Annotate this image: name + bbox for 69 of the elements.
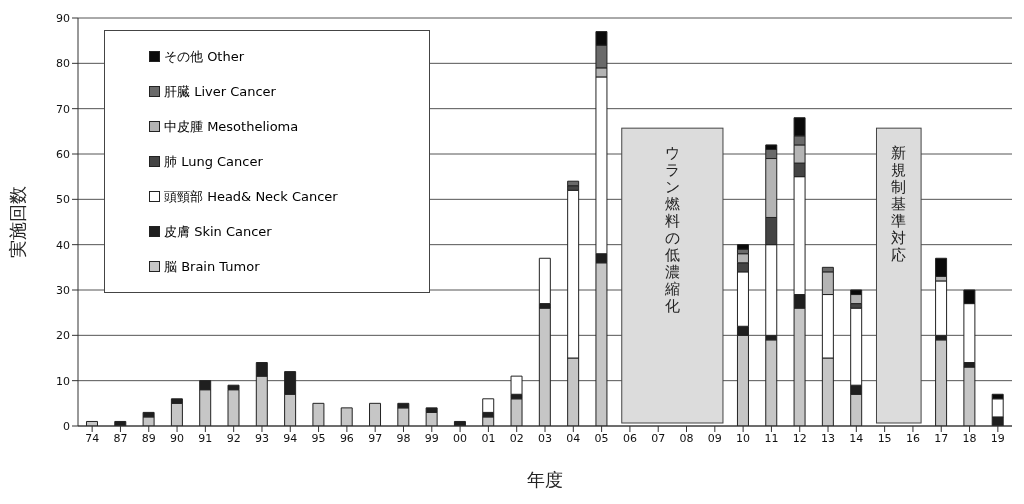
x-tick-label: 74 [85, 431, 100, 445]
y-tick-label: 20 [56, 329, 70, 343]
x-tick-label: 10 [736, 431, 751, 445]
x-tick-label: 94 [283, 431, 298, 445]
bar [736, 244, 749, 250]
x-tick-label: 15 [877, 431, 892, 445]
legend-label: 肺 Lung Cancer [164, 152, 263, 171]
x-tick-label: 89 [141, 431, 156, 445]
x-tick-label: 12 [792, 431, 807, 445]
x-tick-label: 11 [764, 431, 779, 445]
x-tick-label: 06 [622, 431, 637, 445]
legend-label: 頭頸部 Head& Neck Cancer [164, 187, 338, 206]
bar [538, 307, 551, 426]
text: ウラン燃料の低濃縮化 [664, 144, 680, 316]
x-tick-label: 18 [962, 431, 977, 445]
bar [425, 411, 438, 426]
y-tick-label: 40 [56, 238, 70, 252]
y-tick-label: 80 [56, 57, 70, 71]
x-tick-label: 17 [934, 431, 949, 445]
x-tick-label: 95 [311, 431, 326, 445]
band-label: 新規制基準対応 [891, 144, 907, 265]
x-tick-label: 91 [198, 431, 213, 445]
legend-label: 皮膚 Skin Cancer [164, 222, 272, 241]
x-tick-label: 04 [566, 431, 581, 445]
y-tick-label: 50 [56, 193, 70, 207]
x-tick-label: 16 [905, 431, 920, 445]
x-tick-label: 05 [594, 431, 609, 445]
bar [369, 402, 382, 426]
bar [963, 366, 976, 426]
y-tick-label: 60 [56, 147, 70, 161]
y-tick-label: 10 [56, 374, 70, 388]
bar [340, 407, 353, 426]
bar [567, 180, 580, 187]
y-tick-label: 0 [63, 419, 70, 433]
legend-label: その他 Other [164, 47, 245, 66]
y-tick-label: 70 [56, 102, 70, 116]
bar [510, 375, 523, 395]
x-tick-label: 07 [651, 431, 666, 445]
x-tick-label: 96 [339, 431, 354, 445]
x-tick-label: 19 [990, 431, 1005, 445]
x-tick-label: 90 [170, 431, 185, 445]
x-tick-label: 97 [368, 431, 383, 445]
x-axis-title: 年度 [527, 469, 563, 490]
bar [510, 398, 523, 426]
x-tick-label: 02 [509, 431, 524, 445]
x-tick-label: 01 [481, 431, 496, 445]
bar [765, 339, 778, 426]
bar [935, 339, 948, 426]
legend-label: 中皮腫 Mesothelioma [164, 117, 299, 136]
x-tick-label: 03 [538, 431, 552, 445]
y-tick-label: 90 [56, 11, 70, 25]
x-tick-label: 00 [453, 431, 468, 445]
y-tick-label: 30 [56, 283, 70, 297]
x-tick-label: 98 [396, 431, 411, 445]
x-tick-label: 14 [849, 431, 864, 445]
bar [538, 257, 551, 305]
bar [170, 402, 183, 426]
legend-label: 肝臓 Liver Cancer [164, 82, 276, 101]
legend-label: 脳 Brain Tumor [164, 257, 260, 276]
bar [312, 402, 325, 426]
bar [227, 389, 240, 426]
x-tick-label: 87 [113, 431, 128, 445]
x-tick-label: 93 [254, 431, 269, 445]
y-axis-title: 実施回数 [7, 186, 29, 258]
x-tick-label: 92 [226, 431, 241, 445]
x-tick-label: 13 [821, 431, 836, 445]
x-tick-label: 09 [707, 431, 722, 445]
x-tick-label: 08 [679, 431, 694, 445]
x-tick-label: 99 [424, 431, 439, 445]
